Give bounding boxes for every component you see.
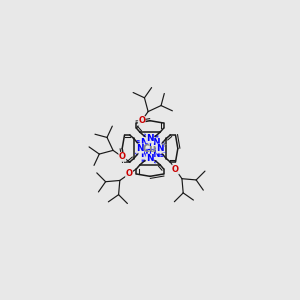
Text: N: N — [156, 144, 164, 153]
Text: ⁻: ⁻ — [161, 149, 166, 158]
Text: N: N — [136, 144, 144, 153]
Text: N: N — [146, 134, 154, 143]
Text: N: N — [152, 150, 160, 159]
Text: N: N — [140, 150, 148, 159]
Text: N: N — [152, 138, 160, 147]
Text: N: N — [140, 138, 148, 147]
Text: Cu: Cu — [143, 143, 157, 154]
Text: O: O — [119, 152, 126, 161]
Text: +: + — [160, 140, 167, 149]
Text: O: O — [138, 116, 145, 125]
Text: N: N — [146, 154, 154, 163]
Text: O: O — [172, 165, 179, 174]
Text: O: O — [126, 169, 133, 178]
